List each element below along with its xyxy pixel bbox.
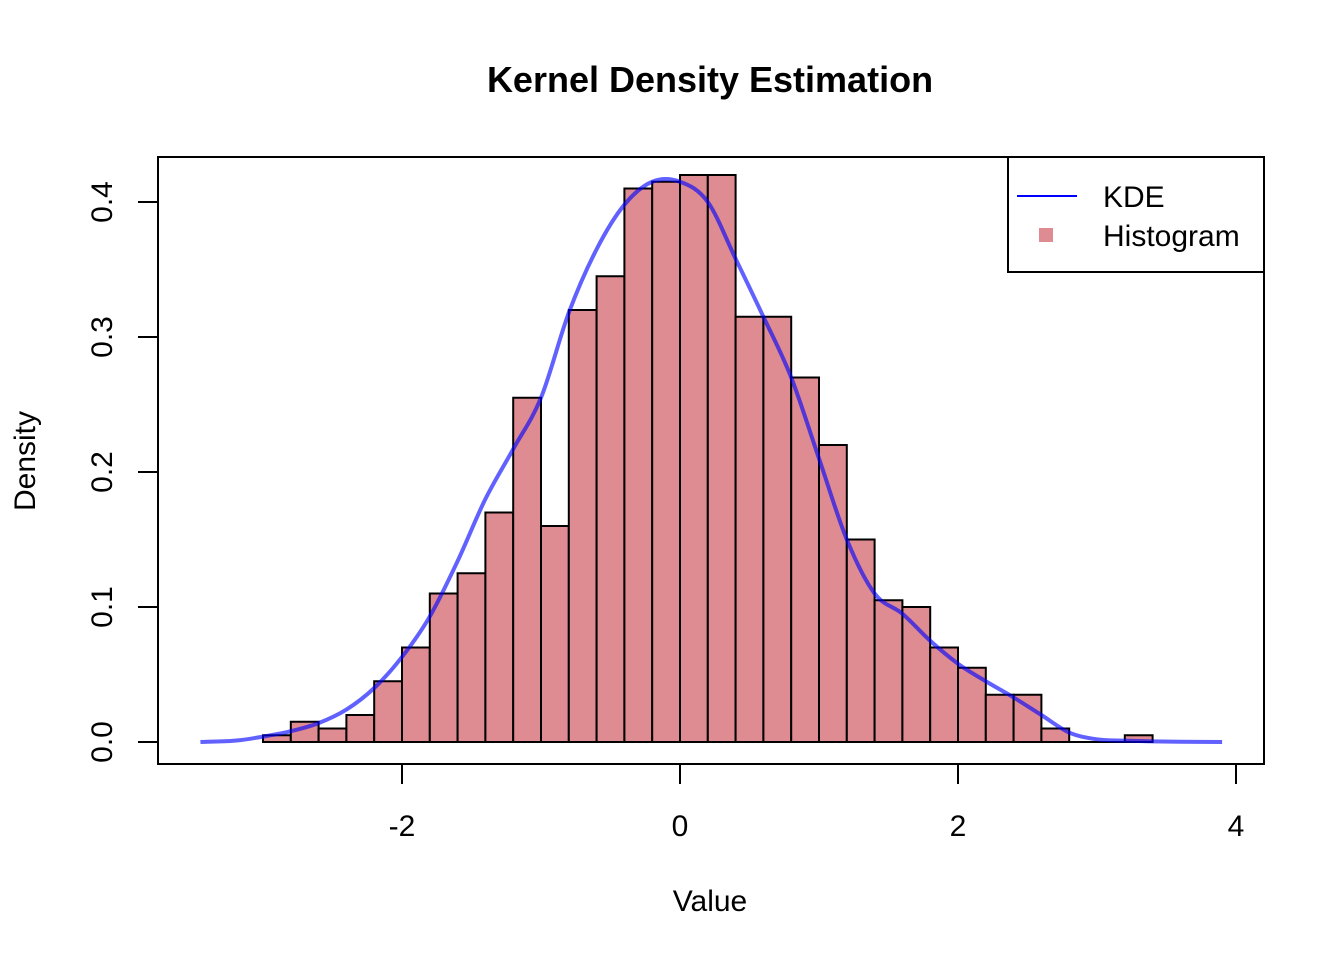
y-tick-label: 0.3 [86,316,119,358]
y-tick-label: 0.4 [86,181,119,223]
histogram-bars [262,174,1154,743]
y-tick-label: 0.1 [86,586,119,628]
histogram-bar [623,187,654,743]
histogram-bar [540,525,570,743]
axes: -2 0 2 4 0.0 0.1 0.2 0.3 0.4 [86,181,1244,843]
histogram-bar [706,174,737,743]
histogram-bar [456,572,487,743]
histogram-bar [818,444,848,743]
histogram-bar [428,592,459,743]
histogram-bar [512,396,543,743]
legend: KDE Histogram [1007,156,1265,273]
histogram-bar [484,511,515,743]
histogram-bar [567,309,598,743]
histogram-bar [595,275,626,743]
y-tick-label: 0.2 [86,451,119,493]
histogram-bar [984,693,1015,743]
histogram-bar [401,646,431,743]
x-axis-label: Value [673,885,748,918]
histogram-bar [873,599,904,743]
chart-title: Kernel Density Estimation [487,59,933,100]
histogram-bar [762,315,793,743]
kde-layer [200,177,1223,744]
x-tick-label: 0 [672,810,689,843]
legend-kde-label: KDE [1103,181,1165,214]
histogram-bar [345,714,376,743]
histogram-bar [317,727,348,743]
histogram-bar [373,680,404,743]
histogram-bar [790,376,821,743]
histogram-bar [651,180,682,743]
histogram-bar [1040,727,1071,743]
y-axis-label: Density [9,411,42,511]
legend-histogram-square-icon [1039,228,1053,242]
histogram-bar [679,174,709,743]
x-tick-label: 2 [950,810,967,843]
histogram-bar [734,315,765,743]
kde-curve [200,177,1223,744]
y-tick-label: 0.0 [86,721,119,763]
x-tick-label: 4 [1228,810,1245,843]
plot-frame [157,156,1265,765]
legend-histogram-label: Histogram [1103,220,1240,253]
x-tick-label: -2 [389,810,416,843]
legend-box [1007,156,1265,273]
